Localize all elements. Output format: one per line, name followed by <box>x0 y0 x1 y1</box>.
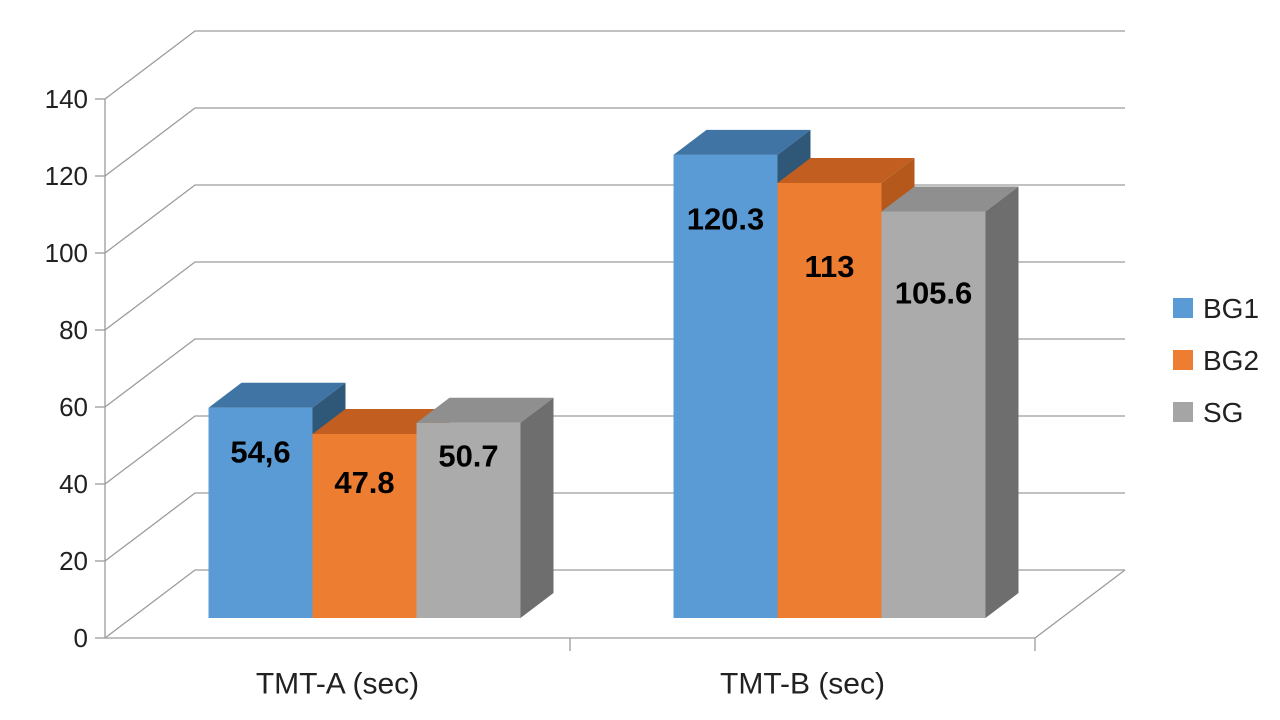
bar-value-label: 120.3 <box>687 202 765 237</box>
legend-item: BG2 <box>1173 345 1259 376</box>
gridline <box>104 30 1125 100</box>
bar-top <box>673 129 811 155</box>
bar-front <box>312 433 417 618</box>
y-axis-tick-label: 60 <box>59 392 88 422</box>
bar-front <box>673 154 778 618</box>
bar-side <box>520 397 554 618</box>
bar-value-label: 47.8 <box>334 465 394 500</box>
legend-item: SG <box>1173 397 1243 428</box>
bar-top <box>312 408 450 434</box>
bar-side <box>985 186 1019 618</box>
bar-SG-1 <box>881 186 1019 618</box>
bar-value-label: 113 <box>804 249 854 284</box>
legend-swatch <box>1173 402 1193 422</box>
floor-right-edge <box>1034 569 1126 639</box>
bar-front <box>881 211 986 618</box>
y-axis-tick-label: 40 <box>59 469 88 499</box>
bar-value-label: 105.6 <box>895 275 973 310</box>
y-axis-tick-label: 0 <box>74 623 88 653</box>
bar-top <box>416 397 554 423</box>
bar-front <box>777 182 882 618</box>
y-axis-tick-label: 100 <box>45 238 88 268</box>
bar-front <box>208 407 313 618</box>
x-axis-category-label: TMT-A (sec) <box>256 668 419 701</box>
y-axis-tick-label: 140 <box>45 84 88 114</box>
bar-top <box>208 382 346 408</box>
gridline <box>104 107 1125 177</box>
bar-SG-0 <box>416 397 554 618</box>
legend-swatch <box>1173 298 1193 318</box>
bar-value-label: 50.7 <box>438 439 498 474</box>
legend-label: BG2 <box>1203 345 1259 376</box>
y-axis-tick-label: 120 <box>45 161 88 191</box>
legend-label: BG1 <box>1203 293 1259 324</box>
bar-top <box>881 186 1019 212</box>
y-axis-tick-label: 20 <box>59 546 88 576</box>
legend-item: BG1 <box>1173 293 1259 324</box>
bar-front <box>416 422 521 618</box>
legend-label: SG <box>1203 397 1243 428</box>
bar-top <box>777 157 915 183</box>
y-axis-tick-label: 80 <box>59 315 88 345</box>
x-axis-category-label: TMT-B (sec) <box>720 668 885 701</box>
legend-swatch <box>1173 350 1193 370</box>
bar-value-label: 54,6 <box>230 435 290 470</box>
